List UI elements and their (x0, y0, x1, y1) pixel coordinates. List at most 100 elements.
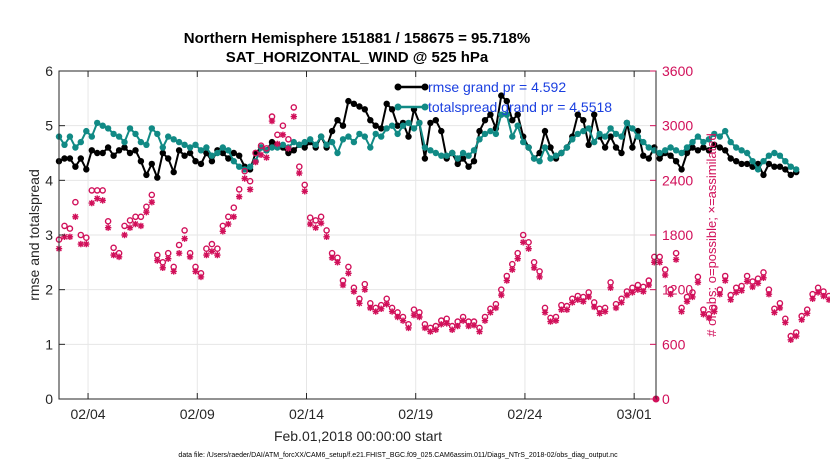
obs-assimilated-point (296, 169, 303, 177)
rmse-point (148, 160, 155, 168)
obs-assimilated-point (481, 317, 489, 324)
totalspread-point (317, 133, 325, 140)
totalspread-point (760, 158, 767, 165)
totalspread-point (662, 147, 669, 154)
totalspread-point (683, 144, 691, 151)
obs-assimilated-point (705, 314, 713, 322)
obs-assimilated-point (427, 328, 434, 335)
totalspread-point (492, 130, 500, 138)
totalspread-point (722, 127, 729, 135)
totalspread-point (72, 144, 79, 151)
totalspread-point (607, 125, 614, 132)
totalspread-point (394, 130, 401, 138)
obs-possible-point (121, 222, 128, 230)
totalspread-point (388, 122, 396, 129)
y-tick-label: 3 (45, 227, 53, 243)
rmse-point (121, 144, 128, 151)
totalspread-point (208, 152, 216, 159)
obs-possible-point (285, 135, 292, 143)
totalspread-point (498, 111, 505, 118)
legend-spread-marker (394, 103, 402, 111)
totalspread-point (694, 133, 702, 140)
totalspread-point (476, 136, 483, 143)
obs-possible-point (246, 177, 254, 185)
rmse-point (372, 122, 379, 129)
obs-possible-point (760, 269, 767, 276)
obs-assimilated-point (771, 309, 778, 316)
totalspread-point (230, 158, 237, 165)
obs-assimilated-point (121, 231, 128, 239)
obs-assimilated-point (94, 195, 101, 202)
x-tick-label: 02/04 (71, 406, 106, 422)
obs-assimilated-point (257, 151, 265, 159)
obs-assimilated-point (623, 291, 631, 299)
obs-assimilated-point (738, 287, 745, 294)
totalspread-point (257, 144, 265, 151)
obs-possible-point (306, 214, 314, 221)
totalspread-point (197, 147, 205, 154)
obs-assimilated-point (590, 303, 598, 311)
rmse-point (115, 147, 123, 154)
rmse-point (126, 149, 134, 157)
rmse-point (94, 149, 101, 157)
obs-assimilated-point (88, 199, 95, 207)
obs-assimilated-point (492, 304, 500, 312)
obs-assimilated-point (809, 295, 816, 302)
obs-assimilated-point (645, 281, 652, 289)
rmse-point (236, 152, 243, 159)
totalspread-point (640, 138, 647, 146)
totalspread-point (481, 130, 489, 138)
obs-assimilated-point (126, 224, 134, 231)
rmse-point (645, 155, 652, 162)
obs-possible-point (279, 122, 287, 129)
rmse-point (367, 117, 374, 124)
totalspread-point (449, 149, 456, 157)
obs-assimilated-point (197, 273, 205, 281)
totalspread-point (328, 138, 336, 146)
y-tick-label: 4 (45, 172, 53, 188)
x-tick-label: 02/14 (289, 406, 324, 422)
rmse-point (208, 158, 216, 165)
obs-assimilated-point (394, 313, 401, 321)
obs-assimilated-point (519, 239, 527, 246)
footer-data-file: data file: /Users/raeder/DAI/ATM_forcXX/… (178, 452, 618, 459)
obs-assimilated-point (787, 336, 794, 343)
totalspread-point (279, 141, 287, 148)
rmse-point (765, 160, 773, 168)
totalspread-point (383, 125, 390, 132)
rmse-point (454, 160, 461, 168)
obs-assimilated-point (165, 255, 172, 262)
rmse-point (219, 149, 226, 157)
obs-assimilated-point (722, 277, 729, 284)
rmse-point (159, 149, 166, 157)
rmse-point (339, 122, 347, 129)
obs-assimilated-point (749, 283, 756, 291)
obs-assimilated-point (421, 324, 429, 332)
rmse-point (268, 138, 276, 146)
obs-possible-point (208, 240, 216, 248)
rmse-point (290, 147, 297, 154)
rmse-point (285, 149, 292, 157)
obs-possible-point (235, 186, 243, 193)
x-axis-label: Feb.01,2018 00:00:00 start (274, 428, 442, 444)
totalspread-point (525, 144, 532, 151)
rmse-point (181, 152, 188, 159)
obs-possible-point (61, 222, 68, 230)
rmse-point (733, 158, 740, 165)
obs-assimilated-point (711, 308, 718, 315)
rmse-point (498, 92, 505, 99)
totalspread-point (378, 133, 385, 140)
totalspread-point (339, 136, 347, 143)
rmse-point (509, 117, 516, 124)
obs-possible-point (83, 234, 90, 241)
totalspread-point (83, 127, 90, 135)
rmse-point (618, 149, 625, 157)
rmse-point (165, 155, 172, 162)
obs-possible-point (323, 227, 330, 234)
totalspread-point (312, 141, 319, 148)
obs-possible-point (743, 272, 751, 280)
rmse-point (574, 111, 581, 118)
obs-assimilated-point (203, 251, 210, 259)
obs-assimilated-point (208, 248, 216, 255)
